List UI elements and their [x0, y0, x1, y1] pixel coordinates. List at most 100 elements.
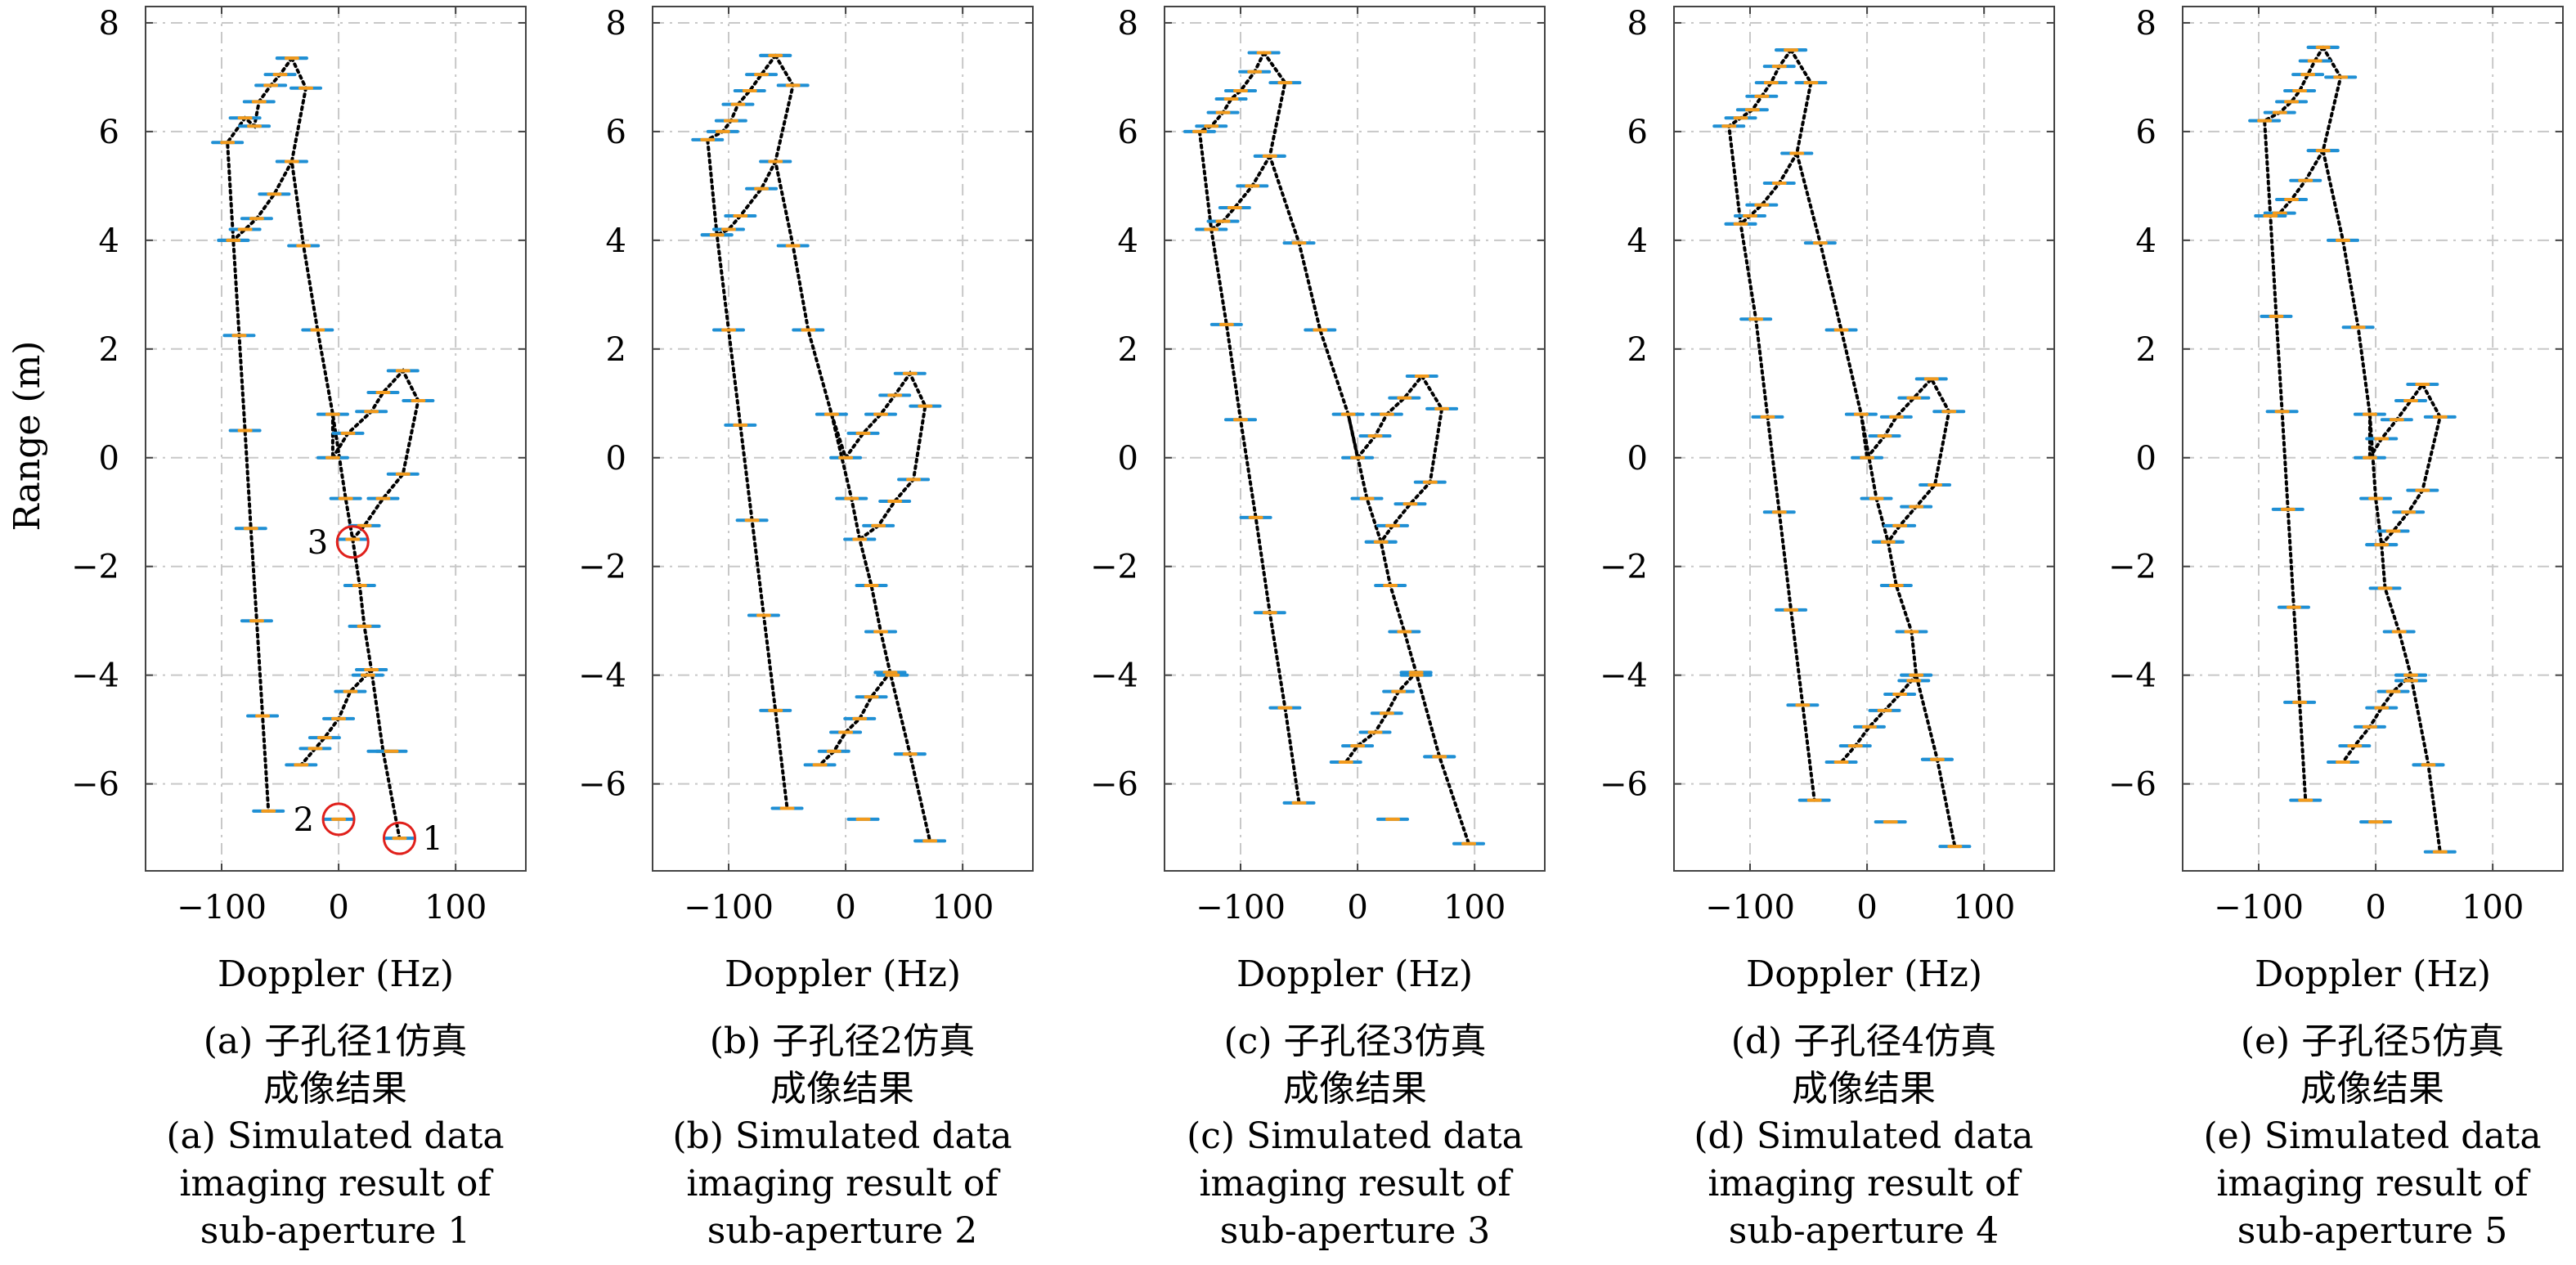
x-tick-label: 100	[931, 889, 994, 926]
x-axis-label: Doppler (Hz)	[1236, 953, 1473, 995]
y-tick-label: −2	[578, 549, 626, 586]
y-tick-label: −6	[578, 766, 626, 804]
y-tick-label: −4	[1090, 657, 1138, 695]
y-tick-label: 0	[1118, 440, 1138, 478]
caption-en-line-3: sub-aperture 5	[2237, 1210, 2508, 1252]
target-line-left-line	[706, 53, 789, 810]
target-line-outline	[2321, 45, 2442, 854]
y-tick-label: −2	[2108, 549, 2156, 586]
y-tick-label: −6	[1090, 766, 1138, 804]
y-tick-label: −4	[2108, 657, 2156, 695]
highlight-circle-3	[335, 525, 370, 559]
caption-cn-line-2: 成像结果	[263, 1068, 407, 1110]
highlight-circle-1	[382, 821, 416, 855]
target-line-right-loop-link	[1859, 412, 1869, 460]
x-tick-label: 100	[1953, 889, 2015, 926]
x-tick-label: 0	[2365, 889, 2385, 926]
caption-en-line-1: (c) Simulated data	[1187, 1115, 1524, 1157]
y-tick-label: 0	[606, 440, 626, 478]
axes-frame	[1673, 6, 2055, 872]
x-tick-label: −100	[177, 889, 267, 926]
panel-caption-e: (e) 子孔径5仿真 成像结果 (e) Simulated data imagi…	[2143, 1018, 2576, 1255]
target-line-right-loop-link	[829, 412, 848, 460]
y-tick-label: 2	[1118, 331, 1138, 369]
y-tick-label: −2	[1600, 549, 1648, 586]
x-tick-label: 100	[2462, 889, 2524, 926]
y-tick-label: 0	[1627, 440, 1648, 478]
caption-en-line-1: (e) Simulated data	[2203, 1115, 2542, 1157]
x-tick-label: 0	[835, 889, 855, 926]
caption-en-line-1: (a) Simulated data	[166, 1115, 505, 1157]
caption-en-line-2: imaging result of	[2216, 1163, 2529, 1204]
y-tick-label: 6	[99, 114, 119, 151]
x-tick-label: 0	[328, 889, 348, 926]
panel-caption-c: (c) 子孔径3仿真 成像结果 (c) Simulated data imagi…	[1126, 1018, 1584, 1255]
caption-en-line-2: imaging result of	[179, 1163, 491, 1204]
y-tick-label: 2	[1627, 331, 1648, 369]
caption-en-line-3: sub-aperture 1	[200, 1210, 471, 1252]
y-tick-label: 6	[2136, 114, 2156, 151]
y-tick-label: 4	[606, 222, 626, 260]
caption-en-line-3: sub-aperture 3	[1219, 1210, 1491, 1252]
target-line-bottom-left	[1839, 673, 1919, 765]
caption-en-line-1: (b) Simulated data	[672, 1115, 1012, 1157]
target-line-bottom-left	[818, 671, 892, 767]
y-tick-label: 6	[1118, 114, 1138, 151]
y-axis-label: Range (m)	[7, 341, 48, 532]
y-tick-label: −6	[1600, 766, 1648, 804]
caption-cn-line-1: (a) 子孔径1仿真	[203, 1021, 468, 1062]
caption-cn-line-1: (d) 子孔径4仿真	[1730, 1021, 1997, 1062]
caption-en-line-2: imaging result of	[1199, 1163, 1511, 1204]
caption-en-line-2: imaging result of	[686, 1163, 999, 1204]
x-axis-label: Doppler (Hz)	[218, 953, 454, 995]
caption-cn-line-1: (c) 子孔径3仿真	[1223, 1021, 1487, 1062]
target-label-1: 1	[422, 820, 442, 858]
target-line-bottom-left	[1344, 671, 1418, 765]
y-tick-label: 0	[99, 440, 119, 478]
caption-cn-line-1: (e) 子孔径5仿真	[2240, 1021, 2505, 1062]
x-tick-label: 0	[1856, 889, 1877, 926]
caption-en-line-3: sub-aperture 2	[707, 1210, 978, 1252]
x-tick-label: 100	[1443, 889, 1506, 926]
target-line-left-line	[1727, 48, 1816, 802]
target-line-bottom-left	[299, 668, 374, 767]
y-tick-label: −6	[2108, 766, 2156, 804]
y-tick-label: 6	[1627, 114, 1648, 151]
x-tick-label: 100	[424, 889, 487, 926]
target-line-right-loop	[1356, 373, 1444, 544]
target-line-left-line	[2263, 45, 2325, 802]
target-label-2: 2	[294, 801, 314, 839]
chart-panel-3: −100 0 100 −6 −4 −2 0 2 4 6 8 Doppler (Hz)	[1090, 5, 1546, 995]
target-label-3: 3	[307, 524, 328, 562]
axes-frame	[2182, 6, 2564, 872]
target-line-mid-left	[715, 159, 778, 237]
panel-caption-d: (d) 子孔径4仿真 成像结果 (d) Simulated data imagi…	[1635, 1018, 2093, 1255]
y-tick-label: 4	[2136, 222, 2156, 260]
y-tick-label: 2	[99, 331, 119, 369]
target-line-right-loop-link	[1346, 412, 1360, 460]
y-tick-label: −2	[1090, 549, 1138, 586]
x-axis-label: Doppler (Hz)	[2255, 953, 2491, 995]
x-tick-label: −100	[684, 889, 774, 926]
target-line-right-loop	[844, 370, 927, 541]
x-axis-label: Doppler (Hz)	[725, 953, 961, 995]
panel-caption-b: (b) 子孔径2仿真 成像结果 (b) Simulated data imagi…	[613, 1018, 1071, 1255]
target-line-mid-left	[1739, 151, 1799, 226]
y-tick-label: 8	[99, 5, 119, 43]
highlight-circle-2	[321, 802, 356, 837]
caption-cn-line-1: (b) 子孔径2仿真	[709, 1021, 976, 1062]
y-tick-label: −4	[578, 657, 626, 695]
y-tick-label: 4	[99, 222, 119, 260]
y-tick-label: 8	[2136, 5, 2156, 43]
y-tick-label: 0	[2136, 440, 2156, 478]
target-line-outline	[289, 56, 402, 841]
caption-cn-line-2: 成像结果	[2300, 1068, 2444, 1110]
y-tick-label: 8	[1627, 5, 1648, 43]
y-tick-label: −4	[1600, 657, 1648, 695]
x-tick-label: 0	[1347, 889, 1367, 926]
panel-caption-a: (a) 子孔径1仿真 成像结果 (a) Simulated data imagi…	[106, 1018, 564, 1255]
y-tick-label: 8	[606, 5, 626, 43]
chart-panel-4: −100 0 100 −6 −4 −2 0 2 4 6 8 Doppler (Hz)	[1600, 5, 2055, 995]
caption-cn-line-2: 成像结果	[1283, 1068, 1427, 1110]
